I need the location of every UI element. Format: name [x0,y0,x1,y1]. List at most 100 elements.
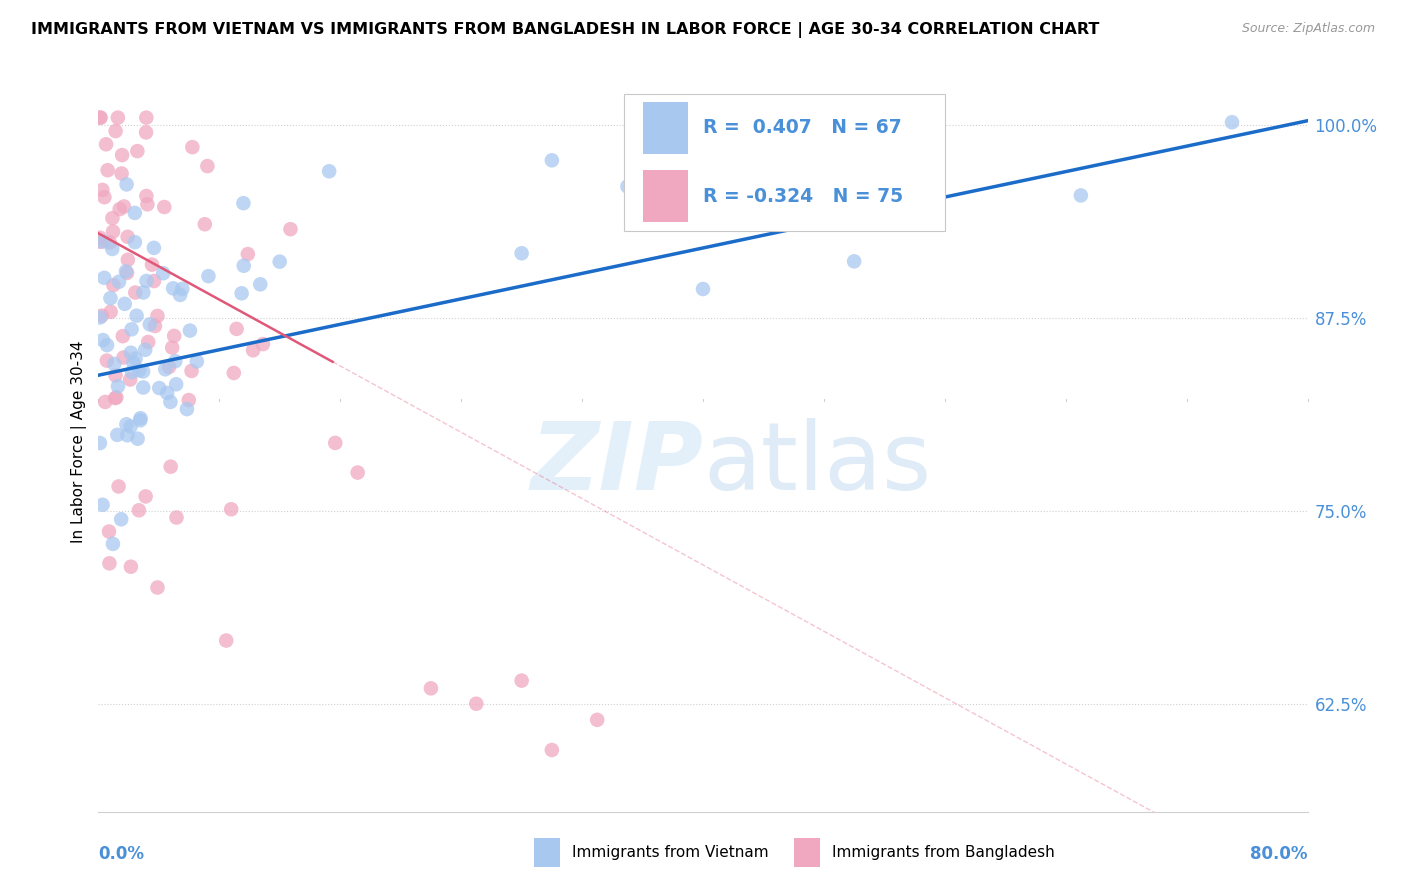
Point [103,278,125,293]
Point [166,510,188,524]
Point [101,537,124,551]
Point [180,364,202,378]
Point [91,235,114,249]
Point [136,334,159,349]
Point [510,673,533,688]
Point [692,282,714,296]
Point [111,329,134,343]
Point [111,148,134,162]
Point [346,466,368,480]
Point [94,395,117,409]
Point [101,242,124,256]
Point [91,183,114,197]
Point [132,380,155,394]
Point [124,235,146,249]
Point [115,264,138,278]
Point [125,309,148,323]
Point [122,355,145,369]
Point [98,557,121,571]
Point [89,111,111,125]
Point [134,343,156,357]
Point [90,111,112,125]
Point [148,381,170,395]
Point [129,413,152,427]
Point [142,241,165,255]
Point [117,252,139,267]
Point [169,288,191,302]
Point [115,417,138,432]
Point [222,366,245,380]
FancyBboxPatch shape [624,94,945,230]
Point [107,111,129,125]
Point [420,681,443,696]
Point [510,246,533,260]
Point [91,498,114,512]
FancyBboxPatch shape [534,838,561,867]
Point [163,329,186,343]
Point [93,190,115,204]
Point [101,225,124,239]
Point [136,197,159,211]
Point [225,322,247,336]
Point [231,286,253,301]
Point [179,324,201,338]
Point [232,259,254,273]
Point [135,125,157,139]
Point [219,502,242,516]
Text: ZIP: ZIP [530,417,703,509]
Point [162,281,184,295]
FancyBboxPatch shape [643,170,689,222]
Point [252,337,274,351]
Point [124,351,146,366]
Point [181,140,204,154]
Point [97,163,120,178]
Point [96,353,118,368]
Point [90,309,112,323]
Point [89,231,111,245]
Point [89,235,111,249]
Point [132,285,155,300]
Point [98,524,121,539]
Point [540,153,562,168]
Text: Immigrants from Vietnam: Immigrants from Vietnam [572,845,769,860]
Point [104,368,127,383]
Point [121,322,143,336]
Point [108,275,131,289]
Point [616,179,638,194]
Point [120,559,142,574]
Point [172,282,194,296]
Point [844,254,866,268]
Point [165,377,187,392]
Point [232,196,254,211]
Point [139,318,162,332]
Point [159,459,181,474]
Text: atlas: atlas [703,417,931,509]
Point [197,159,219,173]
Point [121,365,143,379]
Point [135,189,157,203]
Point [215,633,238,648]
Point [115,266,138,280]
Point [115,178,138,192]
Point [160,341,183,355]
Point [135,111,157,125]
Point [89,310,111,325]
Point [1070,188,1092,202]
Point [156,386,179,401]
Point [141,258,163,272]
Point [98,235,121,250]
Text: IMMIGRANTS FROM VIETNAM VS IMMIGRANTS FROM BANGLADESH IN LABOR FORCE | AGE 30-34: IMMIGRANTS FROM VIETNAM VS IMMIGRANTS FR… [31,22,1099,38]
Point [197,269,219,284]
Point [249,277,271,292]
Point [112,199,135,213]
Point [94,137,117,152]
Text: 0.0%: 0.0% [98,845,145,863]
Point [120,419,142,434]
Point [280,222,302,236]
Point [177,392,200,407]
Point [100,305,122,319]
Point [128,503,150,517]
Point [89,436,111,450]
Point [100,291,122,305]
Point [104,391,127,405]
